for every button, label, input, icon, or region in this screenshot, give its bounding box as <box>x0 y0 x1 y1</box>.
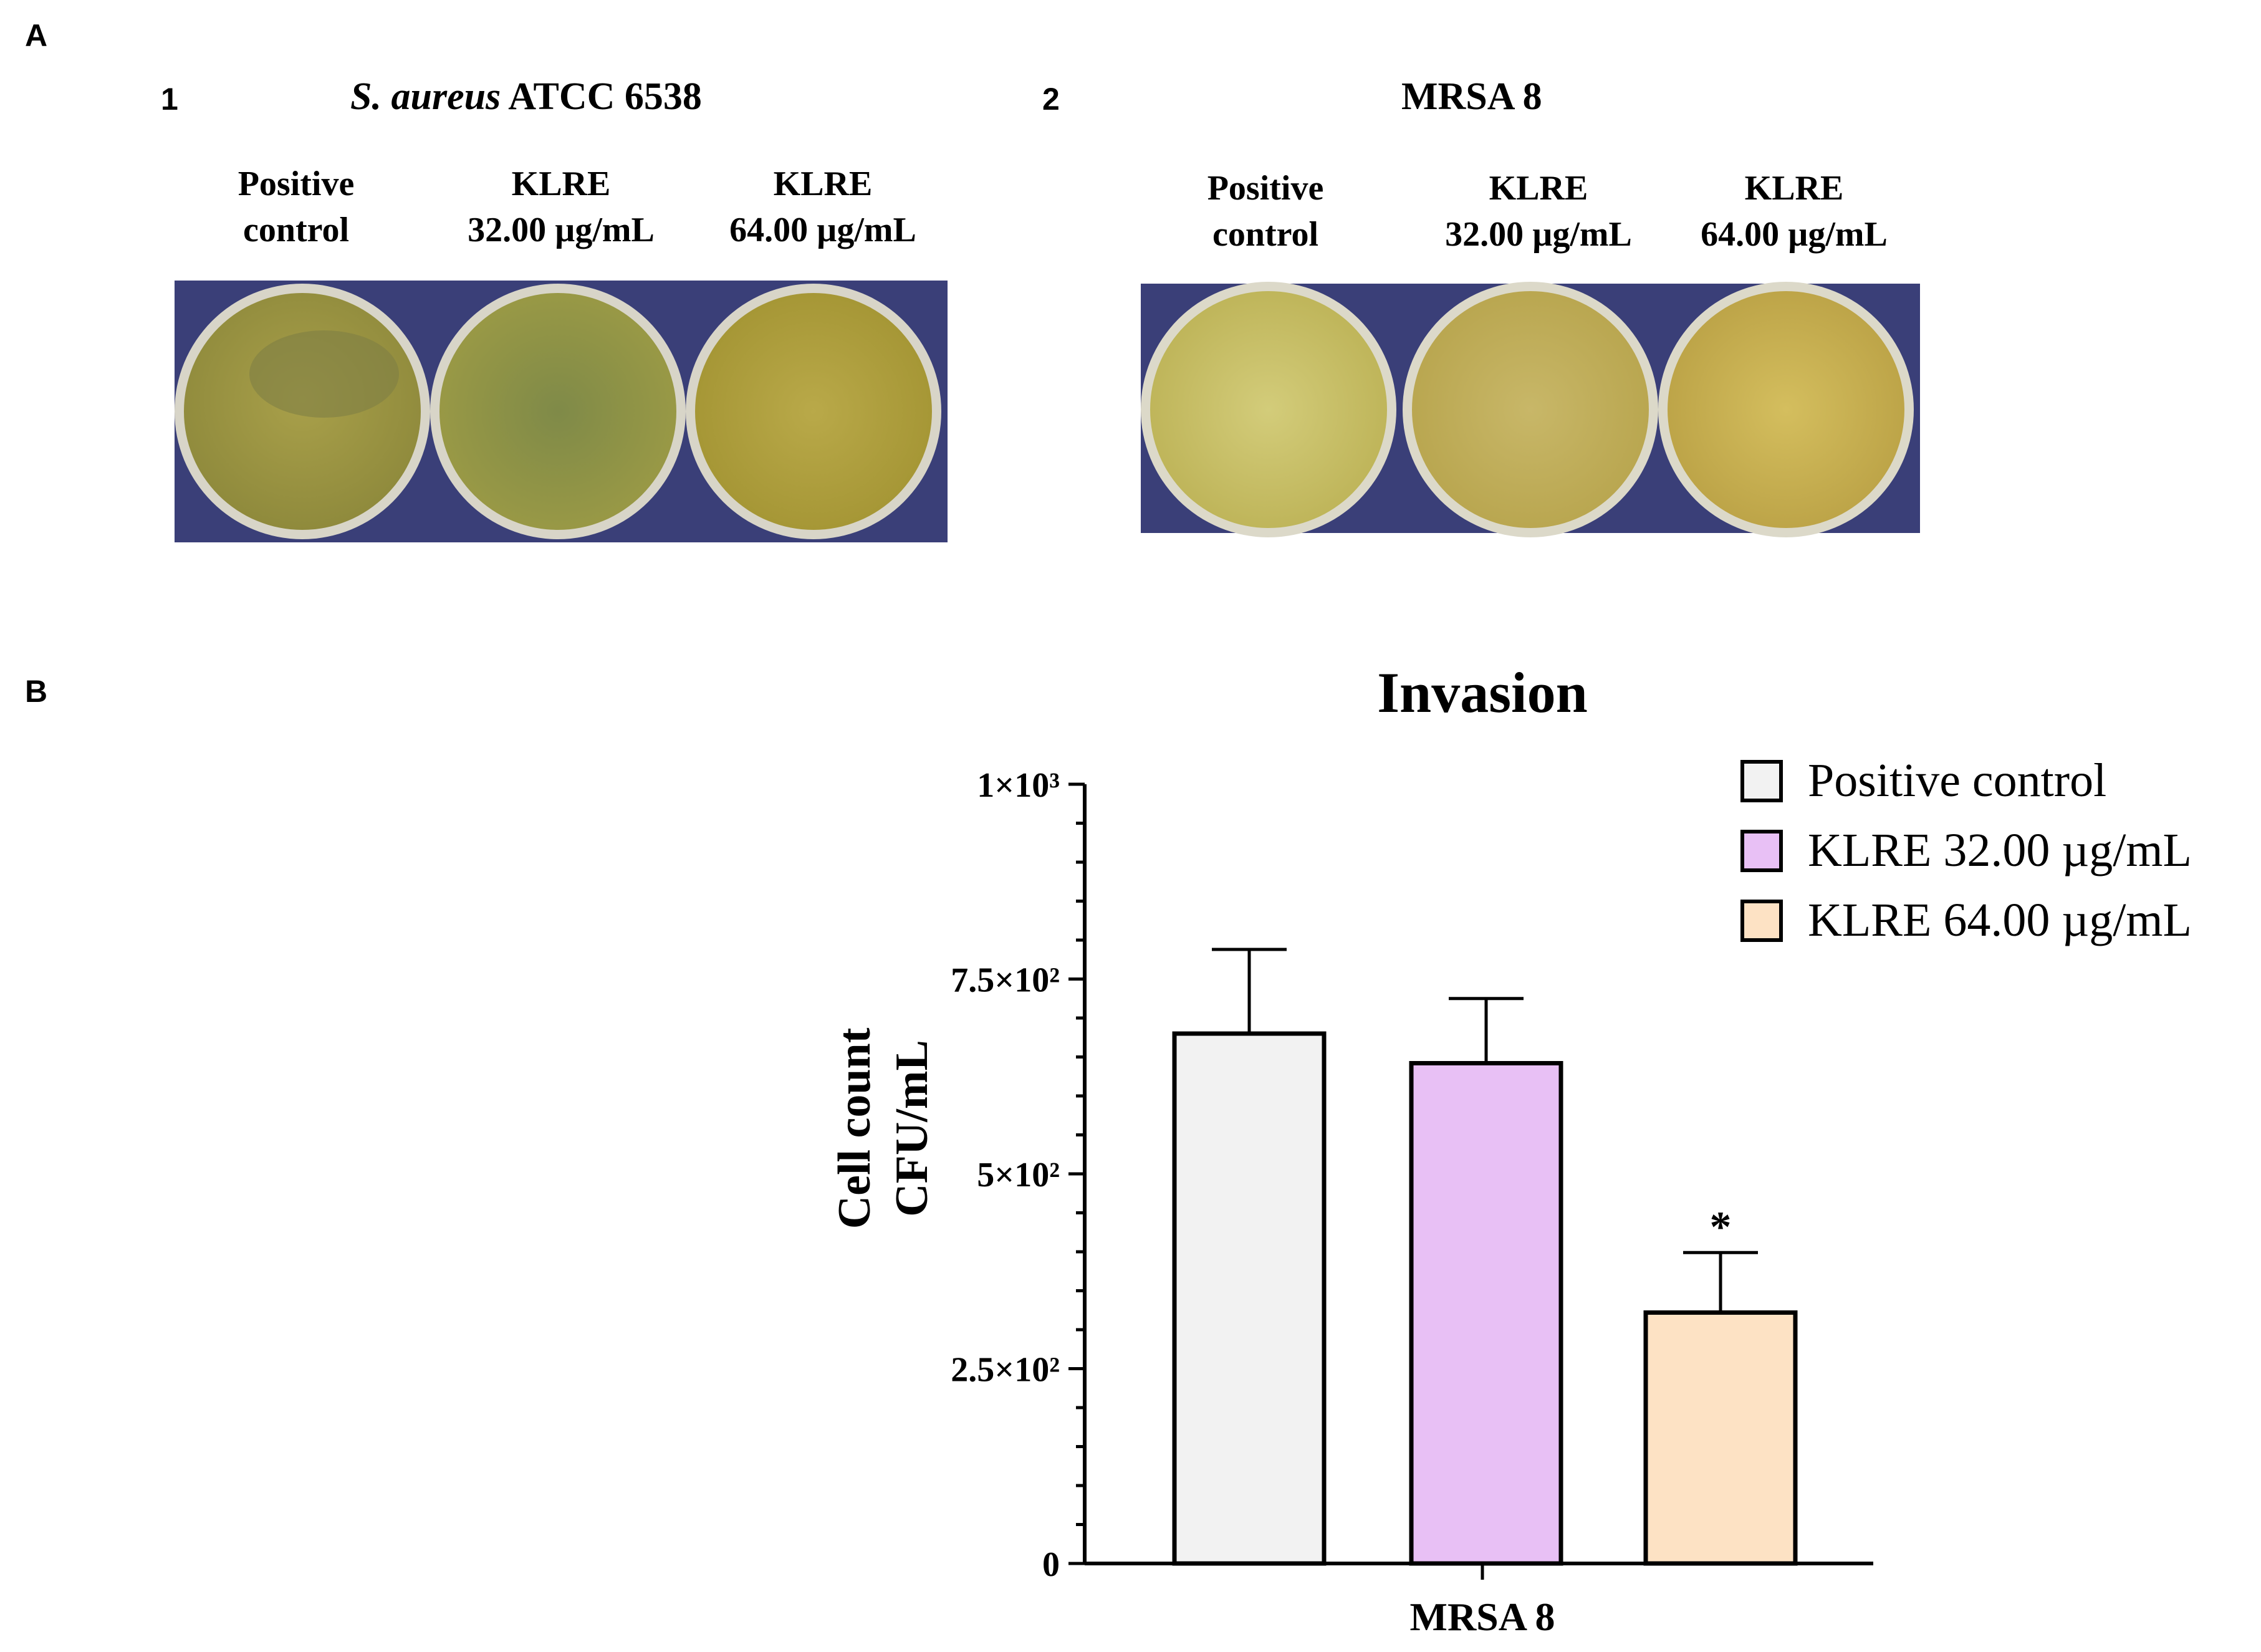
legend-label-3: KLRE 64.00 µg/mL <box>1808 894 2192 946</box>
plate-2-label-positive-control: Positive control <box>1207 169 1324 254</box>
plate-1-label-positive-control: Positive control <box>238 165 355 249</box>
y-tick-label: 2.5×10² <box>951 1351 1060 1390</box>
legend-label-1: Positive control <box>1808 754 2106 807</box>
plate-1-number: 1 <box>161 82 178 117</box>
plate-2-label-klre-32: KLRE 32.00 µg/mL <box>1445 169 1632 254</box>
plate-2-title: MRSA 8 <box>1401 75 1542 118</box>
legend: Positive control KLRE 32.00 µg/mL KLRE 64.… <box>1740 754 2192 946</box>
legend-swatch-2 <box>1740 830 1783 872</box>
y-tick-label: 5×10² <box>977 1156 1060 1194</box>
plate-1-title-strain: ATCC 6538 <box>501 75 702 118</box>
y-tick-label: 1×10³ <box>977 766 1060 805</box>
y-axis-label-line1: Cell count <box>829 1027 880 1229</box>
panel-a-letter: A <box>25 18 48 53</box>
plate-1-title-species: S. aureus <box>350 75 501 118</box>
legend-label-2: KLRE 32.00 µg/mL <box>1808 824 2192 876</box>
legend-swatch-3 <box>1740 900 1783 942</box>
x-axis-label: MRSA 8 <box>1410 1595 1555 1639</box>
bar-3 <box>1643 1310 1798 1566</box>
y-tick-label: 0 <box>1042 1545 1060 1584</box>
plate-2-number: 2 <box>1042 82 1060 117</box>
panel-b-letter: B <box>25 674 48 709</box>
legend-swatch-1 <box>1740 760 1783 802</box>
bar-2 <box>1409 1061 1563 1566</box>
y-tick-label: 7.5×10² <box>951 961 1060 1000</box>
plate-1-title: S. aureus ATCC 6538 <box>350 75 702 119</box>
chart-title: Invasion <box>1377 661 1588 724</box>
y-axis-label: Cell count CFU/mL <box>829 1027 938 1229</box>
plate-1-label-klre-32: KLRE 32.00 µg/mL <box>468 165 655 249</box>
plate-2-photo <box>1141 282 1920 537</box>
plate-2-label-klre-64: KLRE 64.00 µg/mL <box>1701 169 1888 254</box>
plate-1-photo <box>175 281 948 542</box>
y-axis: 0 2.5×10² 5×10² 7.5×10² 1×10³ <box>951 766 1087 1584</box>
x-axis <box>1085 1562 1873 1580</box>
bar-1 <box>1172 1031 1327 1566</box>
significance-marker: * <box>1710 1203 1732 1251</box>
bars: * <box>1172 948 1798 1566</box>
y-axis-label-line2: CFU/mL <box>886 1040 938 1217</box>
plate-1-label-klre-64: KLRE 64.00 µg/mL <box>729 165 916 249</box>
